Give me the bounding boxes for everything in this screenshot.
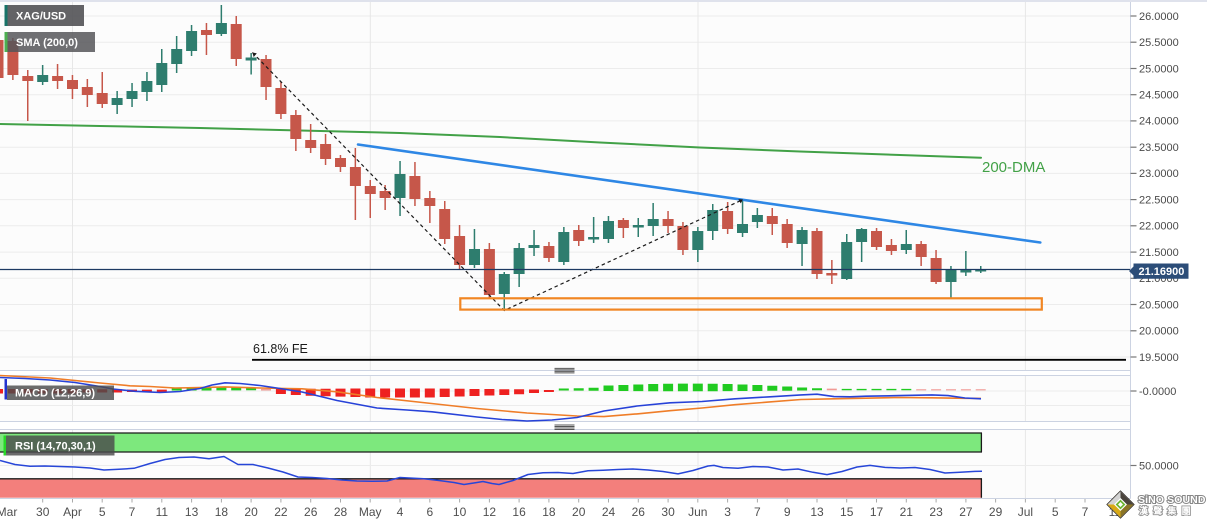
- svg-text:May: May: [359, 505, 382, 519]
- svg-text:25.0000: 25.0000: [1139, 63, 1179, 75]
- svg-text:16: 16: [512, 505, 526, 519]
- svg-text:25.5000: 25.5000: [1139, 37, 1179, 49]
- svg-text:30: 30: [36, 505, 50, 519]
- svg-text:29: 29: [989, 505, 1003, 519]
- svg-text:24.5000: 24.5000: [1139, 90, 1179, 102]
- svg-text:7: 7: [1082, 505, 1089, 519]
- svg-text:18: 18: [542, 505, 556, 519]
- svg-text:30: 30: [661, 505, 675, 519]
- svg-text:SiNO SOUND: SiNO SOUND: [1138, 494, 1206, 506]
- svg-text:9: 9: [784, 505, 791, 519]
- svg-text:15: 15: [840, 505, 854, 519]
- svg-text:20.0000: 20.0000: [1139, 326, 1179, 338]
- svg-text:5: 5: [99, 505, 106, 519]
- svg-text:7: 7: [129, 505, 136, 519]
- svg-text:19.5000: 19.5000: [1139, 352, 1179, 364]
- svg-text:MACD (12,26,9): MACD (12,26,9): [15, 388, 95, 400]
- svg-text:22.0000: 22.0000: [1139, 221, 1179, 233]
- svg-text:20: 20: [572, 505, 586, 519]
- svg-text:SMA (200,0): SMA (200,0): [16, 37, 78, 49]
- svg-text:23: 23: [929, 505, 943, 519]
- svg-text:Mar: Mar: [0, 505, 17, 519]
- svg-text:61.8% FE: 61.8% FE: [253, 342, 308, 356]
- svg-text:20: 20: [244, 505, 258, 519]
- svg-text:13: 13: [810, 505, 824, 519]
- svg-text:21.16900: 21.16900: [1139, 266, 1185, 278]
- svg-text:18: 18: [215, 505, 229, 519]
- svg-text:漢聲集團: 漢聲集團: [1139, 505, 1196, 516]
- svg-text:22: 22: [274, 505, 288, 519]
- svg-text:13: 13: [185, 505, 199, 519]
- svg-text:26: 26: [632, 505, 646, 519]
- svg-text:7: 7: [754, 505, 761, 519]
- svg-text:XAG/USD: XAG/USD: [16, 11, 66, 23]
- svg-text:10: 10: [453, 505, 467, 519]
- svg-text:22.5000: 22.5000: [1139, 194, 1179, 206]
- svg-text:24.0000: 24.0000: [1139, 116, 1179, 128]
- svg-text:-0.0000: -0.0000: [1139, 386, 1176, 398]
- svg-text:12: 12: [483, 505, 497, 519]
- svg-text:RSI (14,70,30,1): RSI (14,70,30,1): [15, 441, 96, 453]
- svg-text:5: 5: [1052, 505, 1059, 519]
- svg-text:26.0000: 26.0000: [1139, 11, 1179, 23]
- svg-text:Jun: Jun: [688, 505, 707, 519]
- svg-text:23.0000: 23.0000: [1139, 168, 1179, 180]
- svg-text:Jul: Jul: [1018, 505, 1033, 519]
- svg-text:21: 21: [900, 505, 914, 519]
- svg-text:21.5000: 21.5000: [1139, 247, 1179, 259]
- svg-text:28: 28: [334, 505, 348, 519]
- svg-text:20.5000: 20.5000: [1139, 299, 1179, 311]
- svg-text:200-DMA: 200-DMA: [982, 159, 1045, 176]
- svg-text:50.0000: 50.0000: [1139, 460, 1179, 472]
- svg-text:26: 26: [304, 505, 318, 519]
- svg-text:27: 27: [959, 505, 973, 519]
- svg-text:6: 6: [426, 505, 433, 519]
- svg-text:3: 3: [724, 505, 731, 519]
- svg-text:Apr: Apr: [63, 505, 82, 519]
- svg-text:23.5000: 23.5000: [1139, 142, 1179, 154]
- svg-text:4: 4: [397, 505, 404, 519]
- svg-text:24: 24: [602, 505, 616, 519]
- svg-text:11: 11: [156, 505, 169, 519]
- svg-text:17: 17: [870, 505, 884, 519]
